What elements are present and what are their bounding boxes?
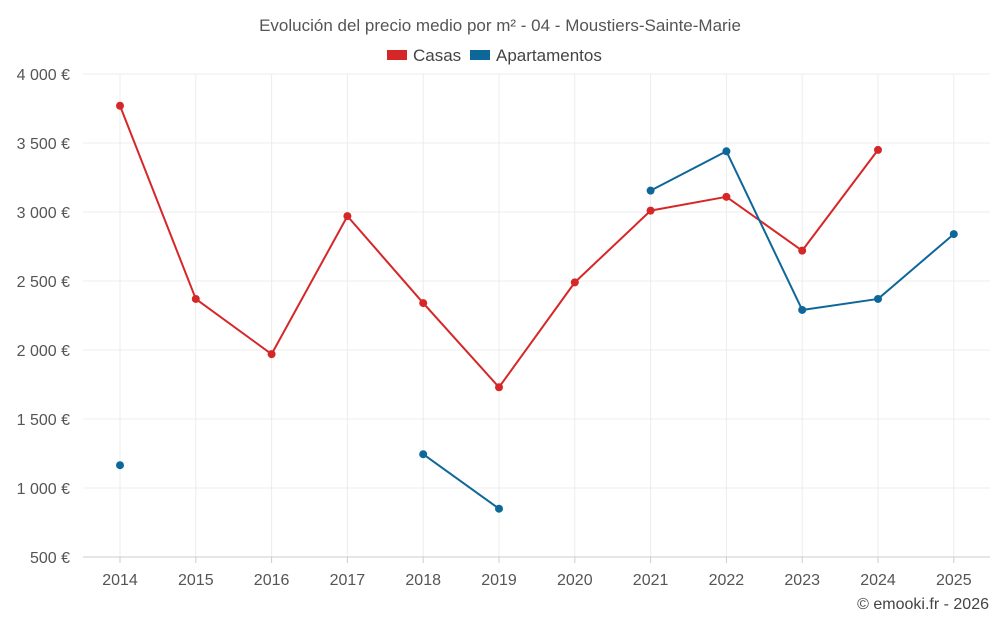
legend: Casas Apartamentos — [387, 46, 602, 65]
data-point-casas[interactable] — [267, 350, 276, 359]
data-point-apartamentos[interactable] — [722, 147, 731, 156]
x-tick-label: 2018 — [405, 572, 441, 589]
series-casas — [116, 101, 882, 392]
data-point-casas[interactable] — [419, 299, 428, 308]
x-tick-label: 2020 — [557, 572, 593, 589]
data-point-casas[interactable] — [570, 278, 579, 287]
data-point-casas[interactable] — [116, 101, 124, 110]
data-point-casas[interactable] — [343, 212, 352, 221]
data-point-apartamentos[interactable] — [495, 504, 503, 513]
data-point-casas[interactable] — [722, 192, 731, 201]
data-point-apartamentos[interactable] — [874, 294, 882, 303]
x-tick-label: 2025 — [936, 572, 972, 589]
data-point-casas[interactable] — [495, 383, 503, 392]
data-point-apartamentos[interactable] — [419, 450, 428, 459]
legend-swatch-casas — [387, 50, 407, 60]
x-tick-label: 2016 — [254, 572, 290, 589]
y-tick-label: 2 500 € — [17, 274, 70, 291]
y-tick-label: 2 000 € — [17, 343, 70, 360]
legend-swatch-apartamentos — [470, 50, 490, 60]
x-tick-label: 2024 — [860, 572, 896, 589]
data-point-casas[interactable] — [646, 206, 655, 215]
data-point-apartamentos[interactable] — [949, 230, 958, 239]
series-layer — [116, 101, 958, 513]
x-tick-label: 2021 — [633, 572, 669, 589]
data-point-casas[interactable] — [798, 246, 807, 255]
series-line-apartamentos — [422, 453, 500, 510]
grid-layer — [83, 73, 990, 558]
x-tick-label: 2022 — [709, 572, 745, 589]
legend-label-apartamentos[interactable]: Apartamentos — [496, 46, 602, 65]
chart-title: Evolución del precio medio por m² - 04 -… — [259, 16, 741, 35]
data-point-casas[interactable] — [874, 145, 882, 154]
y-tick-label: 1 000 € — [17, 481, 70, 498]
data-point-apartamentos[interactable] — [646, 186, 655, 195]
data-point-apartamentos[interactable] — [116, 461, 124, 470]
y-tick-label: 3 500 € — [17, 136, 70, 153]
axis-layer: 500 € 1 000 € 1 500 € 2 000 € 2 500 € 3 000 €… — [17, 67, 990, 589]
x-tick-label: 2023 — [784, 572, 820, 589]
data-point-apartamentos[interactable] — [798, 305, 807, 314]
y-tick-label: 1 500 € — [17, 412, 70, 429]
x-tick-label: 2017 — [330, 572, 366, 589]
y-tick-label: 4 000 € — [17, 67, 70, 84]
y-tick-label: 500 € — [30, 550, 70, 567]
x-tick-label: 2015 — [178, 572, 214, 589]
y-tick-label: 3 000 € — [17, 205, 70, 222]
x-tick-label: 2019 — [481, 572, 517, 589]
legend-label-casas[interactable]: Casas — [413, 46, 461, 65]
data-point-casas[interactable] — [191, 294, 200, 303]
series-apartamentos — [116, 147, 958, 513]
credit-text: © emooki.fr - 2026 — [857, 596, 989, 613]
x-tick-label: 2014 — [102, 572, 138, 589]
